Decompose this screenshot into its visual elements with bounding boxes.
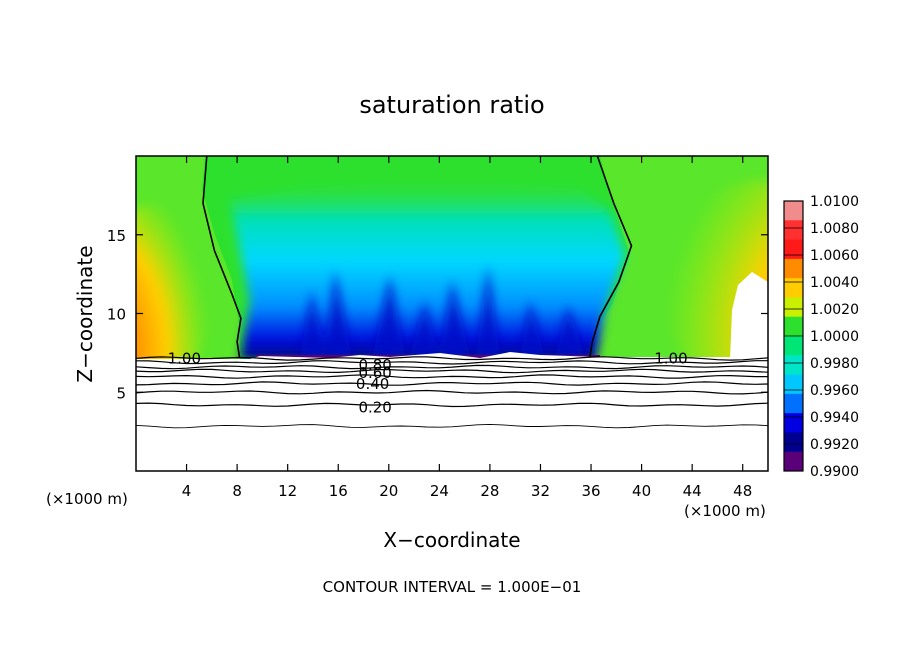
- contour-label: 1.00: [168, 350, 201, 368]
- x-tick-label: 44: [683, 482, 702, 500]
- contour-label: 0.60: [358, 364, 391, 382]
- y-axis-label: Z−coordinate: [73, 245, 97, 382]
- contour-line: [136, 356, 768, 361]
- colorbar-label: 0.9940: [810, 410, 859, 426]
- saturation-field: 1.00 1.00 0.800.600.40 0.20: [136, 156, 768, 471]
- colorbar-segment: [784, 432, 803, 453]
- contour-label: 0.20: [358, 398, 391, 416]
- y-tick-label: 5: [116, 384, 126, 402]
- colorbar-segment: [784, 201, 803, 221]
- colorbar-segment: [784, 316, 803, 337]
- y-tick-label: 15: [107, 227, 126, 245]
- right-white-region: [730, 272, 768, 360]
- contour-line: [136, 381, 768, 386]
- y-tick-label: 10: [107, 306, 126, 324]
- contour-labels: 1.00 1.00 0.800.600.40 0.20: [168, 350, 688, 417]
- x-tick-label: 28: [480, 482, 499, 500]
- x-tick-label: 12: [278, 482, 297, 500]
- contour-line: [136, 423, 768, 429]
- deep-blue-streaks: [300, 265, 585, 358]
- colorbar-label: 1.0000: [810, 329, 859, 345]
- colorbar-segment: [784, 239, 803, 260]
- colorbar: 1.0100 1.0080 1.0060 1.0040 1.0020 1.0000 0.99…: [783, 194, 859, 480]
- colorbar-segment: [784, 393, 803, 414]
- contour-line: [136, 402, 768, 408]
- contour-line: [136, 364, 768, 370]
- colorbar-segment: [784, 355, 803, 376]
- colorbar-label: 1.0020: [810, 302, 859, 318]
- colorbar-segment: [784, 258, 803, 279]
- contour-line: [136, 389, 768, 395]
- contour-line: [136, 374, 768, 379]
- colorbar-label: 0.9960: [810, 383, 859, 399]
- x-tick-label: 48: [733, 482, 752, 500]
- y-axis: 5 10 15: [107, 227, 768, 402]
- colorbar-label: 0.9980: [810, 356, 859, 372]
- x-unit-left: (×1000 m): [46, 490, 128, 508]
- left-red-core: [136, 205, 210, 395]
- contour-lines: [136, 156, 768, 429]
- x-tick-label: 32: [531, 482, 550, 500]
- colorbar-segment: [784, 297, 803, 318]
- contour-line: [136, 368, 768, 374]
- colorbar-label: 1.0080: [810, 221, 859, 237]
- colorbar-segment: [784, 336, 803, 356]
- lower-white-region: [136, 352, 768, 471]
- contour-label: 0.80: [358, 356, 391, 374]
- contour-label: 0.40: [356, 375, 389, 393]
- x-axis: 4 8 12 16 20 24 28 32 36 40 44 48: [182, 156, 752, 500]
- x-axis-label: X−coordinate: [383, 528, 520, 552]
- x-tick-label: 40: [632, 482, 651, 500]
- chart-title: saturation ratio: [359, 91, 544, 119]
- x-tick-label: 16: [329, 482, 348, 500]
- contour-line: [136, 360, 768, 365]
- colorbar-segment: [784, 220, 803, 241]
- x-tick-label: 20: [379, 482, 398, 500]
- central-subsaturated-region: [230, 180, 625, 360]
- colorbar-segment: [784, 278, 803, 298]
- x-tick-label: 36: [581, 482, 600, 500]
- colorbar-label: 0.9920: [810, 437, 859, 453]
- contour-1-00-right: [589, 156, 633, 358]
- x-tick-label: 24: [430, 482, 449, 500]
- contour-label: 1.00: [654, 350, 687, 368]
- colorbar-segment: [784, 374, 803, 395]
- x-unit-right: (×1000 m): [684, 502, 766, 520]
- x-tick-label: 8: [232, 482, 242, 500]
- colorbar-segment: [784, 413, 803, 433]
- contour-interval-footer: CONTOUR INTERVAL = 1.000E−01: [323, 578, 582, 596]
- colorbar-label: 1.0040: [810, 275, 859, 291]
- contour-1-00-left: [202, 156, 242, 358]
- colorbar-label: 1.0060: [810, 248, 859, 264]
- colorbar-segment: [784, 451, 803, 472]
- colorbar-label: 0.9900: [810, 464, 859, 480]
- x-tick-label: 4: [182, 482, 192, 500]
- colorbar-label: 1.0100: [810, 194, 859, 210]
